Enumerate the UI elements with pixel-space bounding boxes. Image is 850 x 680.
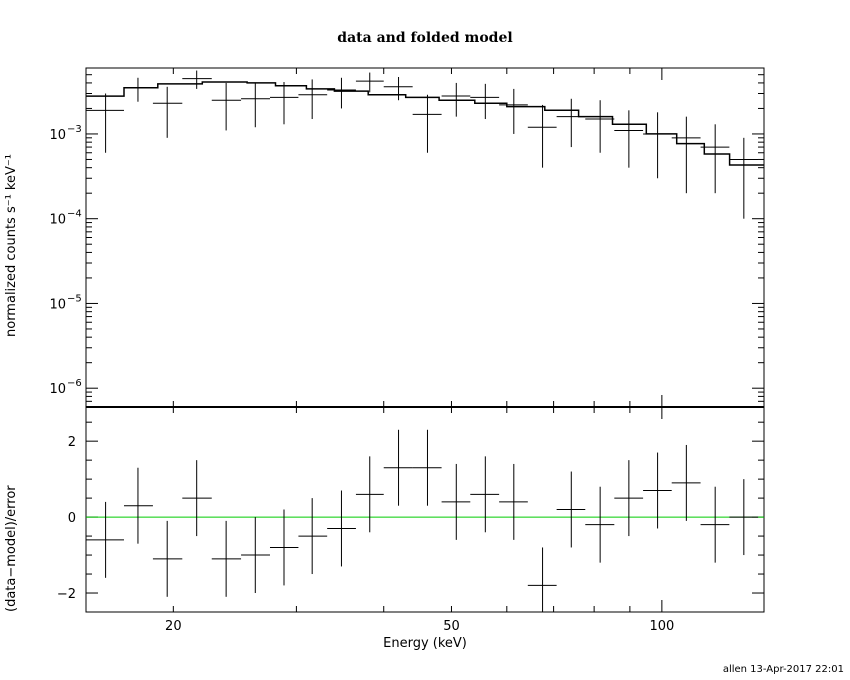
residual-point	[614, 460, 644, 537]
data-point	[671, 116, 701, 194]
data-point	[614, 110, 644, 168]
bottom-y-axis-label: (data−model)/error	[4, 485, 19, 612]
y-tick-exponent: −6	[67, 378, 82, 389]
residual-point	[700, 486, 730, 563]
residual-point	[556, 471, 586, 548]
y-tick-exponent: −5	[67, 293, 82, 304]
residual-point	[182, 460, 212, 537]
data-point	[441, 82, 471, 117]
residual-point	[643, 452, 672, 529]
data-point	[383, 76, 413, 101]
top-panel: 10−310−410−510−6	[49, 67, 765, 408]
bottom-panel-frame	[85, 406, 765, 613]
top-panel-frame	[85, 67, 765, 408]
residual-point	[383, 429, 413, 506]
data-point	[700, 124, 730, 194]
x-tick-label: 50	[443, 619, 460, 634]
residual-point	[499, 463, 528, 540]
residual-point	[241, 517, 270, 594]
residual-point	[729, 479, 759, 556]
data-point	[729, 137, 759, 219]
residual-point	[355, 456, 384, 533]
y-tick-label: 10	[49, 213, 66, 228]
data-point	[241, 82, 270, 128]
model-step-line	[86, 81, 764, 166]
chart-title: data and folded model	[337, 30, 513, 46]
residual-panel: 20 50 100 −2 0 2	[57, 406, 765, 634]
y-tick-exponent: −4	[67, 209, 82, 220]
data-point	[585, 100, 615, 153]
x-tick-label: 100	[649, 619, 674, 634]
data-point	[298, 79, 328, 120]
residual-point	[527, 547, 557, 612]
residual-point	[441, 463, 471, 540]
y-tick-label: 10	[49, 128, 66, 143]
residual-point	[298, 498, 328, 575]
y-tick-label: 10	[49, 382, 66, 397]
data-point	[643, 112, 672, 179]
residual-point	[327, 490, 356, 567]
data-point	[86, 93, 124, 153]
data-point	[152, 86, 183, 138]
x-tick-label: 20	[165, 619, 182, 634]
timestamp-footer: allen 13-Apr-2017 22:01	[722, 664, 844, 675]
y-tick-label: 10	[49, 297, 66, 312]
residual-point	[470, 456, 500, 533]
residual-point	[211, 520, 242, 597]
residual-point	[123, 467, 153, 544]
top-y-axis-label: normalized counts s⁻¹ keV⁻¹	[4, 154, 19, 337]
residual-point	[152, 520, 183, 597]
data-point	[412, 94, 442, 153]
y-tick-label: −2	[57, 587, 76, 602]
y-tick-label: 0	[68, 511, 76, 526]
data-point	[499, 88, 528, 134]
y-tick-label: 2	[68, 435, 76, 450]
data-point	[211, 82, 242, 131]
data-point	[355, 72, 384, 93]
data-point	[269, 82, 299, 125]
data-point	[327, 77, 356, 109]
residual-point	[86, 501, 124, 578]
x-axis-label: Energy (keV)	[383, 636, 467, 651]
residual-point	[269, 509, 299, 586]
data-point	[182, 70, 212, 89]
y-tick-exponent: −3	[67, 124, 82, 135]
data-point	[470, 83, 500, 120]
residual-point	[412, 429, 442, 506]
data-point	[527, 104, 557, 168]
residual-point	[671, 444, 701, 521]
residual-point	[585, 486, 615, 563]
data-point	[556, 98, 586, 148]
data-point	[123, 77, 153, 102]
